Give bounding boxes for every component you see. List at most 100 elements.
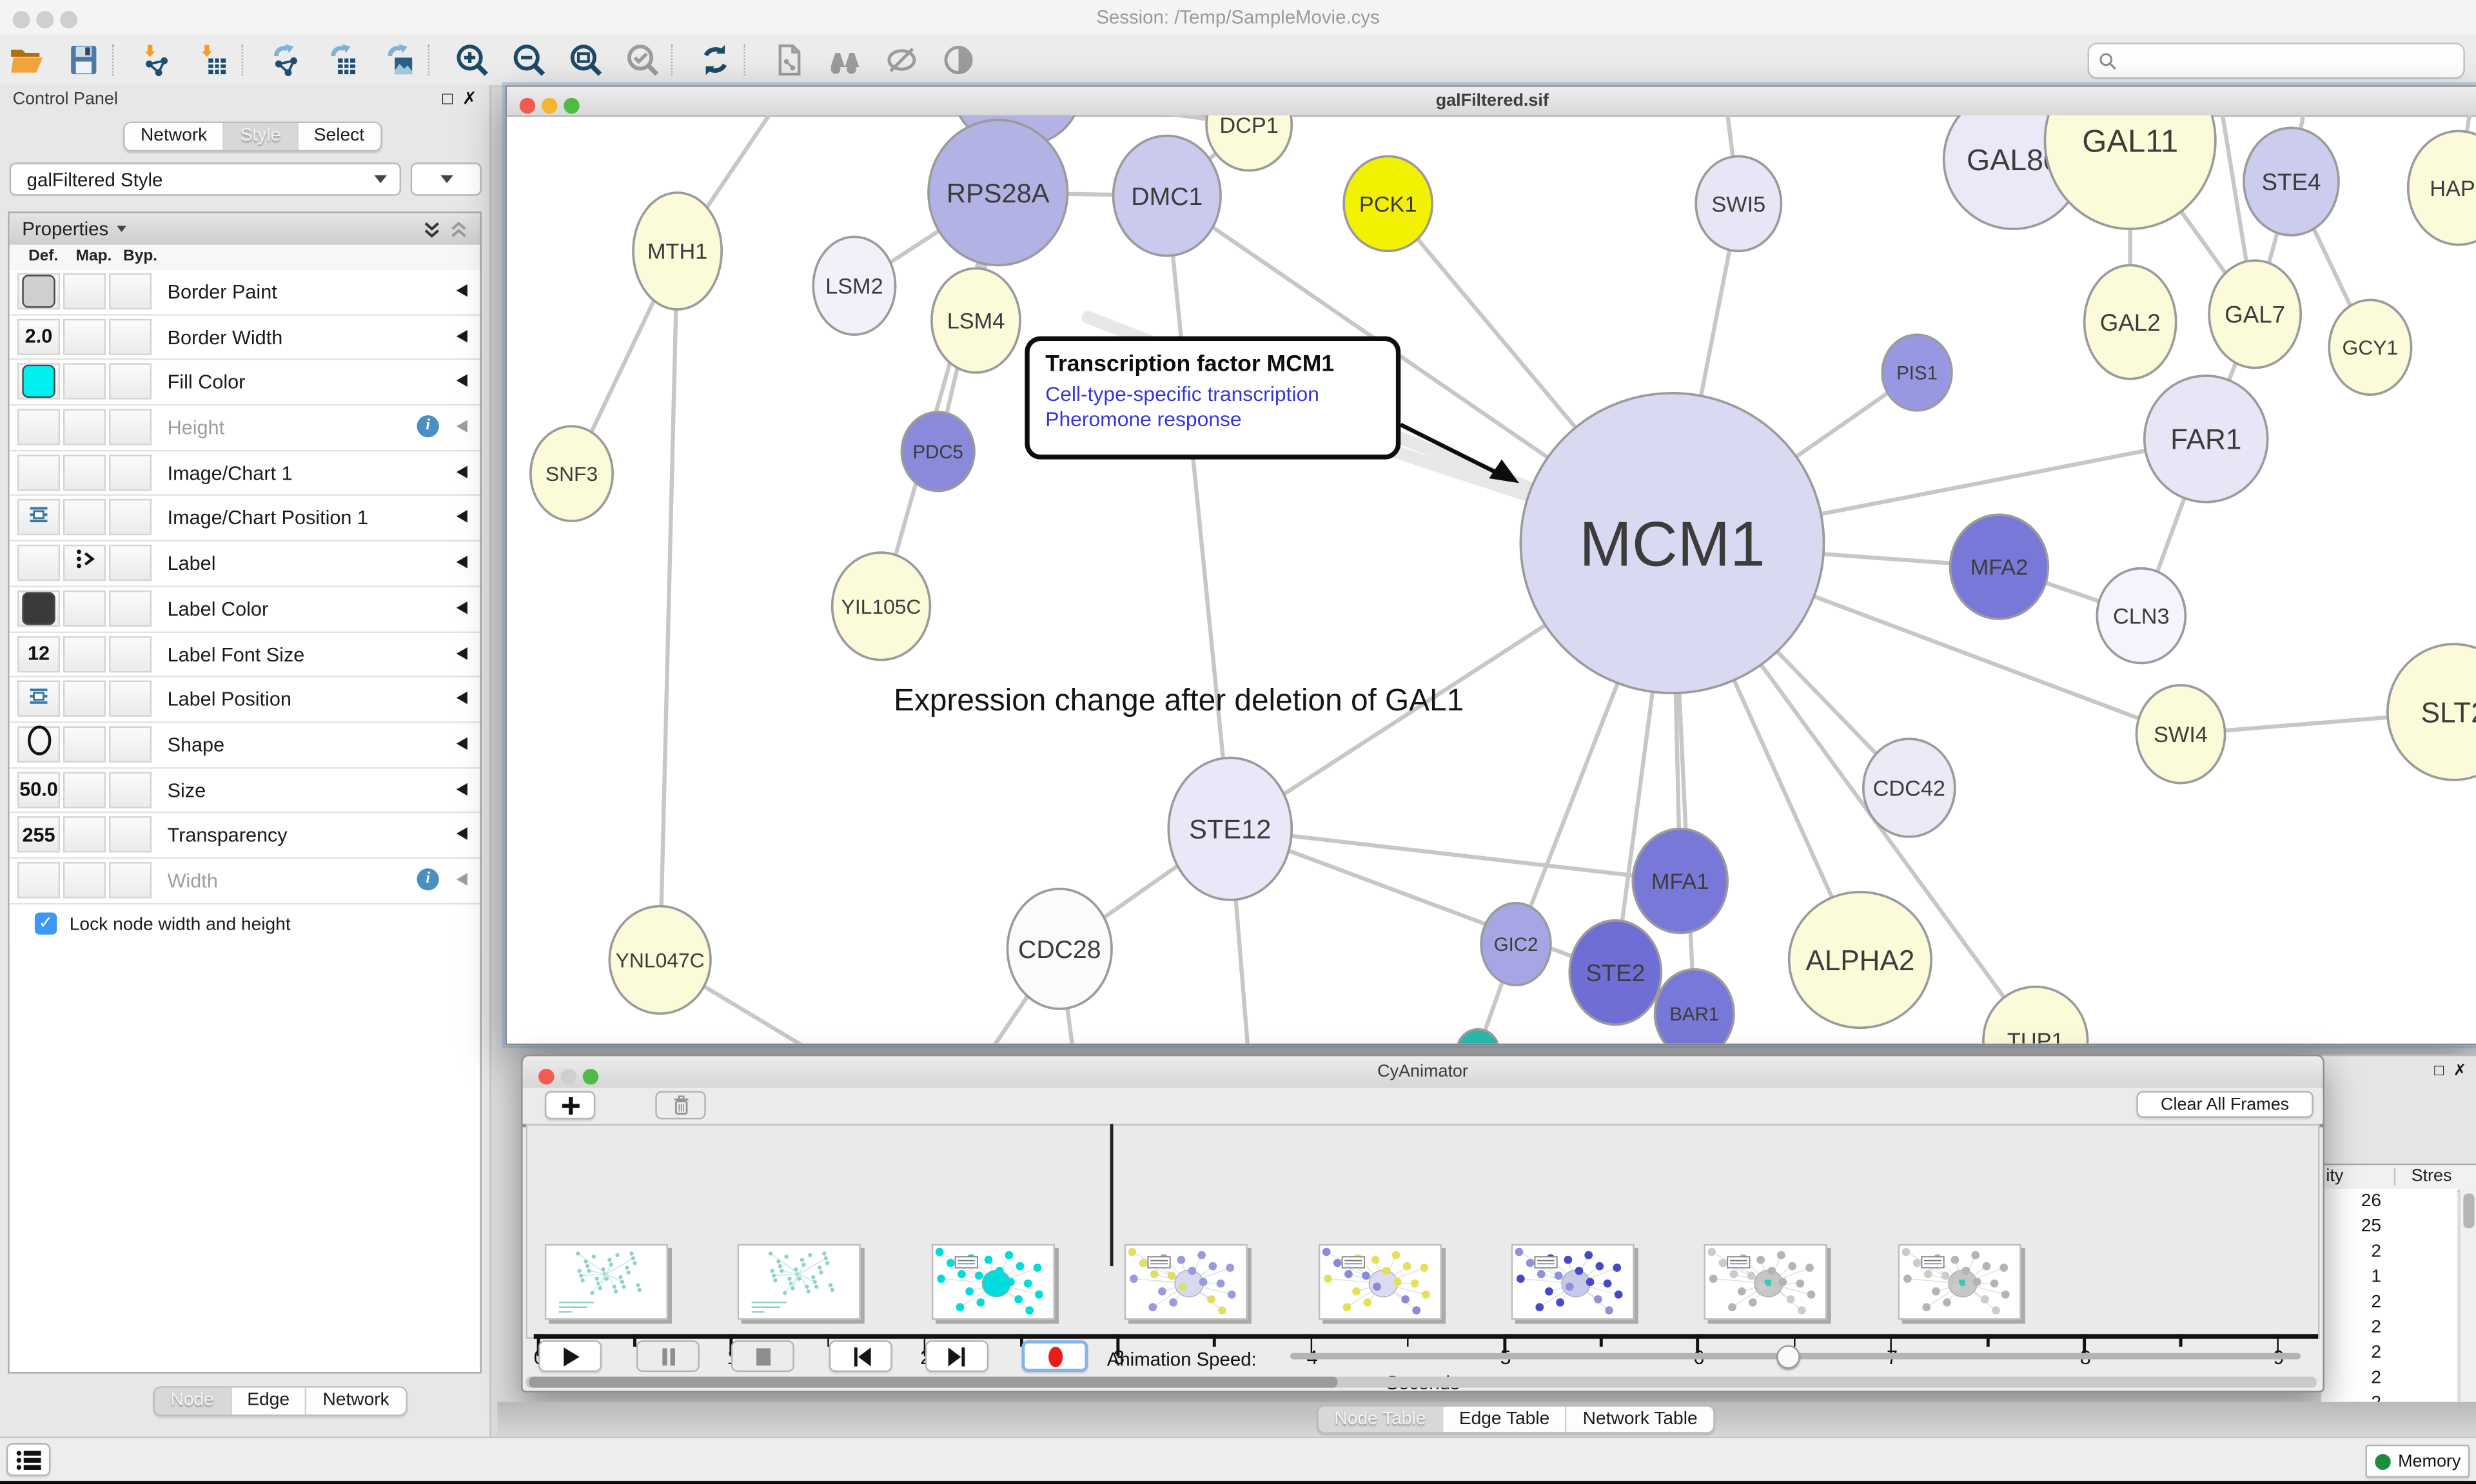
network-node-cln3[interactable]: CLN3 xyxy=(2096,567,2187,665)
scrollbar-thumb[interactable] xyxy=(2462,1193,2474,1229)
table-row[interactable]: 2 xyxy=(2371,1318,2382,1338)
float-icon[interactable]: □ xyxy=(2434,1062,2444,1080)
network-node-ste2[interactable]: STE2 xyxy=(1568,919,1663,1026)
property-row-shape[interactable]: Shape xyxy=(9,723,480,768)
network-node-gal11[interactable]: GAL11 xyxy=(2043,115,2217,230)
property-row-width[interactable]: Width i xyxy=(9,859,480,904)
frame-thumbnail-7[interactable] xyxy=(1898,1244,2021,1320)
network-node-gcy1[interactable]: GCY1 xyxy=(2328,298,2413,396)
network-node-mth1[interactable]: MTH1 xyxy=(632,191,723,311)
collapse-arrow-icon[interactable] xyxy=(456,465,467,478)
position-icon[interactable] xyxy=(28,503,49,532)
default-cell[interactable] xyxy=(17,725,61,763)
annotation-link[interactable]: Pheromone response xyxy=(1045,407,1242,431)
color-swatch[interactable] xyxy=(22,365,55,399)
close-icon[interactable]: ✗ xyxy=(2453,1062,2467,1080)
bypass-cell[interactable] xyxy=(108,318,152,355)
save-icon[interactable] xyxy=(63,39,104,81)
default-cell[interactable] xyxy=(17,273,61,310)
property-row-fill-color[interactable]: Fill Color xyxy=(9,360,480,406)
bypass-cell[interactable] xyxy=(108,635,152,672)
network-node-dmc1[interactable]: DMC1 xyxy=(1112,134,1222,257)
mapping-cell[interactable] xyxy=(63,771,106,808)
scrollbar-thumb[interactable] xyxy=(529,1376,1338,1388)
mapping-cell[interactable] xyxy=(63,590,106,627)
tab-network[interactable]: Network xyxy=(124,123,223,150)
table-row[interactable]: 2 xyxy=(2371,1394,2382,1404)
mapping-cell[interactable] xyxy=(63,726,106,763)
tab-network-table[interactable]: Network Table xyxy=(1565,1407,1714,1432)
zoom-in-icon[interactable] xyxy=(451,39,493,81)
info-icon[interactable]: i xyxy=(417,868,439,891)
checkbox-checked-icon[interactable]: ✓ xyxy=(34,912,57,934)
bypass-cell[interactable] xyxy=(108,545,152,581)
float-icon[interactable]: □ xyxy=(442,90,453,109)
network-node-gal7[interactable]: GAL7 xyxy=(2208,259,2303,369)
tab-edge[interactable]: Edge xyxy=(230,1387,306,1415)
mapping-cell[interactable] xyxy=(63,409,106,445)
collapse-arrow-icon[interactable] xyxy=(456,329,467,342)
mapping-cell[interactable] xyxy=(63,545,106,581)
table-row[interactable]: 2 xyxy=(2371,1369,2382,1388)
property-row-image-chart-1[interactable]: Image/Chart 1 xyxy=(9,451,480,497)
network-node-pck1[interactable]: PCK1 xyxy=(1342,155,1434,253)
network-node-snf3[interactable]: SNF3 xyxy=(529,425,614,523)
network-node-pdc5[interactable]: PDC5 xyxy=(900,411,976,493)
default-cell[interactable] xyxy=(17,364,61,400)
zoom-fit-icon[interactable] xyxy=(565,39,607,81)
default-value[interactable]: 255 xyxy=(22,823,55,846)
network-node-mfa1[interactable]: MFA1 xyxy=(1631,827,1729,935)
network-node-mcm1[interactable]: MCM1 xyxy=(1519,391,1825,694)
lock-node-size-row[interactable]: ✓ Lock node width and height xyxy=(9,904,480,946)
hide-details-icon[interactable] xyxy=(881,39,923,81)
clone-network-icon[interactable] xyxy=(767,39,809,81)
network-node-dcp1[interactable]: DCP1 xyxy=(1205,115,1293,172)
zoom-out-icon[interactable] xyxy=(509,39,550,81)
column-header[interactable]: ity xyxy=(2326,1166,2344,1186)
play-button[interactable] xyxy=(538,1340,602,1372)
table-column-headers[interactable]: ity Stres xyxy=(2321,1163,2476,1192)
frame-thumbnail-1[interactable] xyxy=(738,1244,861,1320)
network-node-lsm2[interactable]: LSM2 xyxy=(812,235,897,337)
timeline-horizontal-scrollbar[interactable] xyxy=(526,1376,2317,1388)
close-icon[interactable] xyxy=(538,1068,555,1085)
show-details-icon[interactable] xyxy=(938,39,979,81)
network-node-gic2[interactable]: GIC2 xyxy=(1480,901,1552,987)
expand-all-icon[interactable] xyxy=(423,220,440,238)
property-row-label-color[interactable]: Label Color xyxy=(9,587,480,632)
collapse-arrow-icon[interactable] xyxy=(456,646,467,659)
frame-thumbnail-5[interactable] xyxy=(1511,1244,1635,1320)
table-row[interactable]: 26 xyxy=(2361,1191,2382,1211)
search-input[interactable] xyxy=(2123,47,2464,75)
bypass-cell[interactable] xyxy=(108,816,152,854)
network-node-ste12[interactable]: STE12 xyxy=(1167,756,1293,901)
collapse-arrow-icon[interactable] xyxy=(456,827,467,841)
zoom-window-icon[interactable] xyxy=(60,11,78,29)
default-cell[interactable]: 50.0 xyxy=(17,771,61,808)
network-node-tup1[interactable]: TUP1 xyxy=(1982,985,2089,1044)
clear-all-frames-button[interactable]: Clear All Frames xyxy=(2136,1091,2314,1118)
network-node-ste4[interactable]: STE4 xyxy=(2243,126,2340,237)
record-button[interactable] xyxy=(1021,1340,1088,1372)
collapse-arrow-icon[interactable] xyxy=(456,375,467,387)
network-node-rps28a[interactable]: RPS28A xyxy=(927,119,1069,267)
default-value[interactable]: 2.0 xyxy=(25,325,53,348)
collapse-arrow-icon[interactable] xyxy=(456,692,467,705)
default-cell[interactable]: 255 xyxy=(17,816,61,854)
network-window-titlebar[interactable]: galFiltered.sif xyxy=(507,86,2476,117)
network-canvas[interactable]: DCP1RPS28ADMC1PCK1SWI5GAL80GAL11STE4HAP2… xyxy=(507,115,2476,1044)
mapping-cell[interactable] xyxy=(63,318,106,355)
tab-node[interactable]: Node xyxy=(155,1387,230,1415)
annotation-box[interactable]: Transcription factor MCM1 Cell-type-spec… xyxy=(1025,336,1401,460)
mapping-cell[interactable] xyxy=(63,273,106,310)
network-node-alpha2[interactable]: ALPHA2 xyxy=(1787,890,1932,1030)
export-table-icon[interactable] xyxy=(322,39,364,81)
pause-button[interactable] xyxy=(636,1340,700,1372)
network-node-slt2[interactable]: SLT2 xyxy=(2386,643,2476,781)
style-options-button[interactable] xyxy=(410,162,482,196)
default-cell[interactable]: 12 xyxy=(17,635,61,672)
default-value[interactable]: 50.0 xyxy=(19,778,58,801)
tab-select[interactable]: Select xyxy=(296,123,380,150)
default-cell[interactable] xyxy=(17,545,61,581)
default-value[interactable]: 12 xyxy=(27,642,50,665)
